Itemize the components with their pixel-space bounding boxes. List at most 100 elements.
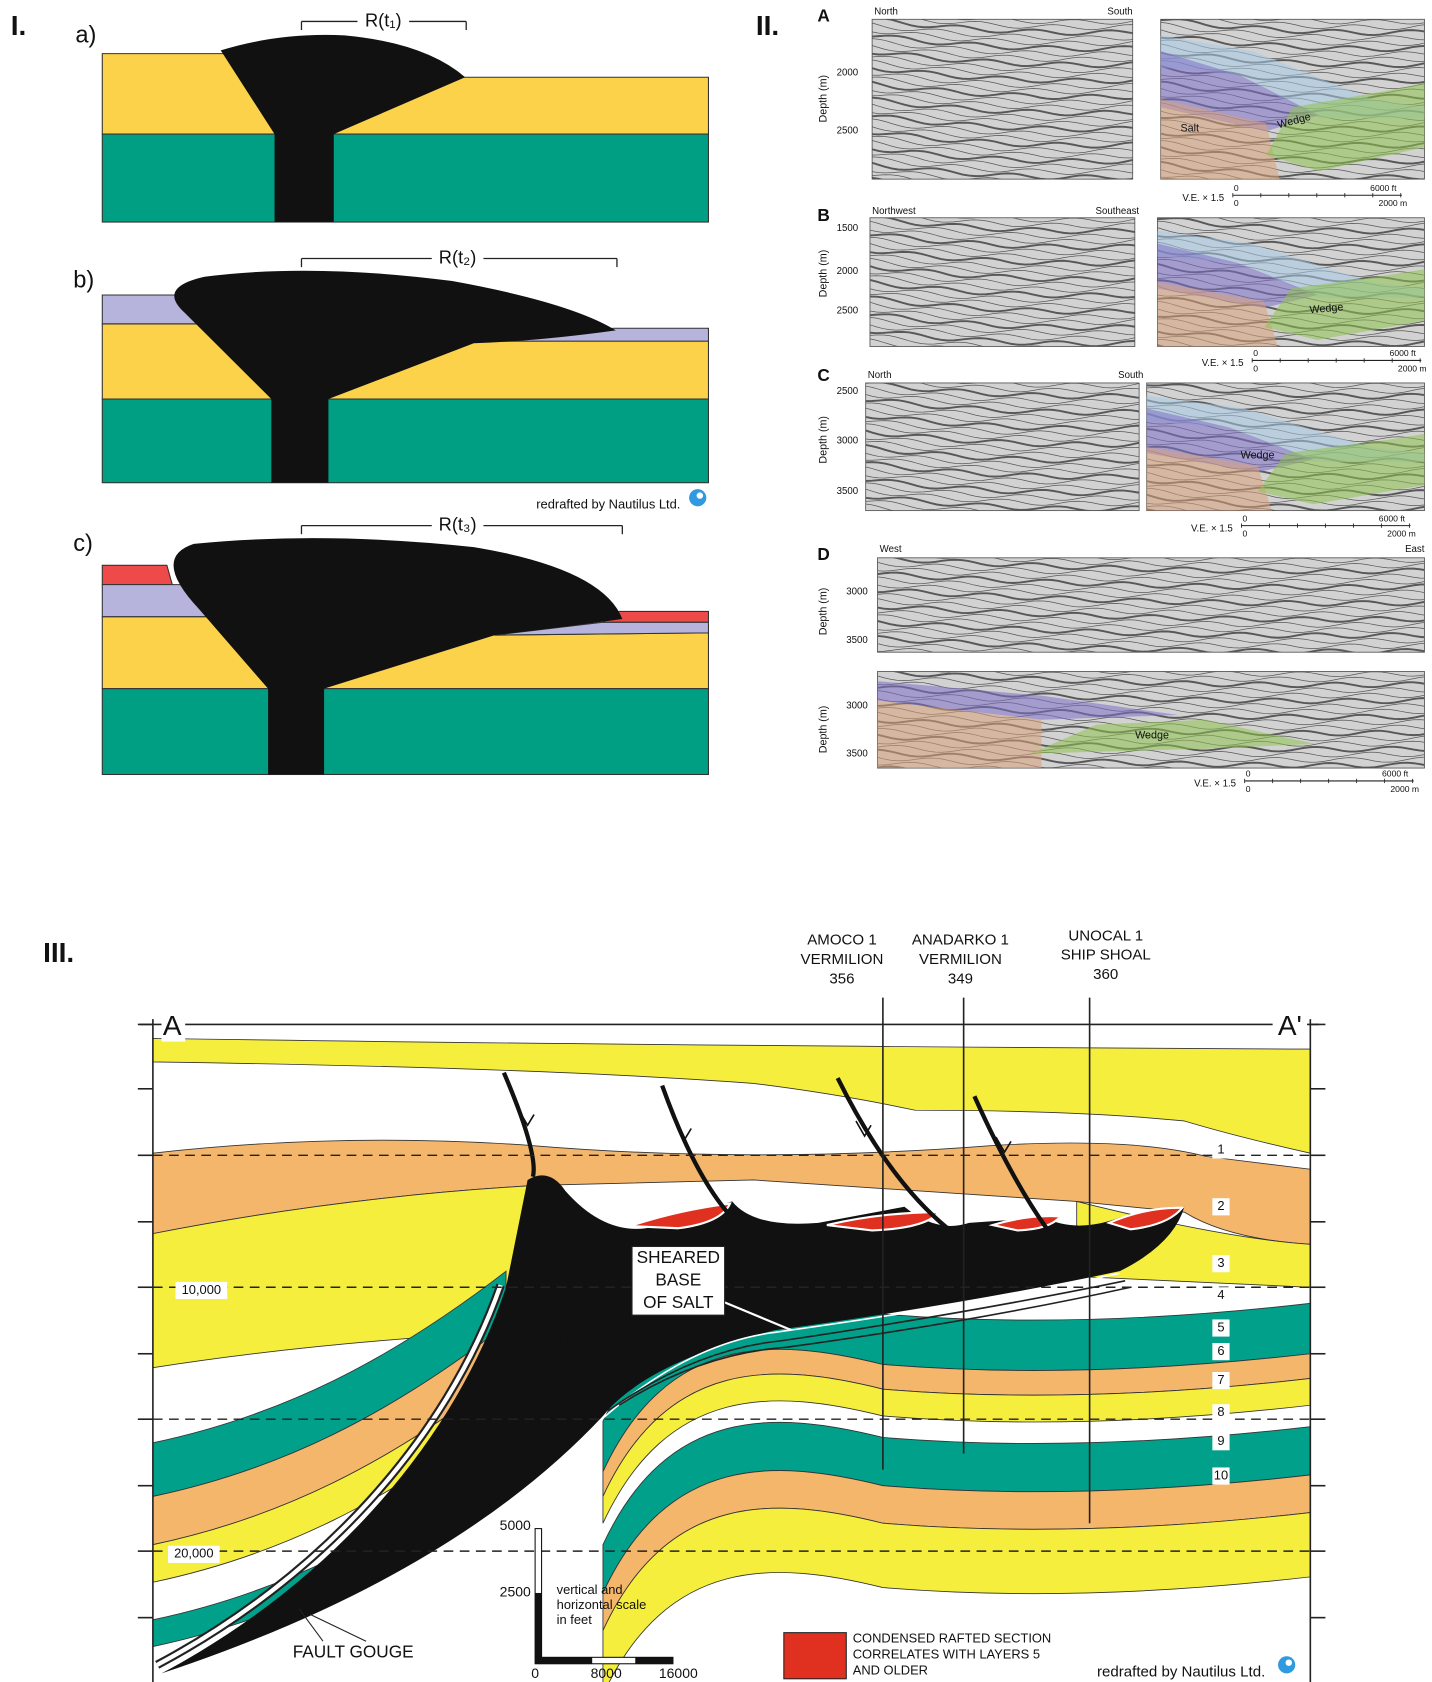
seismic-reflector xyxy=(1161,0,1426,8)
scale-label: 0 xyxy=(1246,769,1251,779)
seismic-reflector xyxy=(872,1,1137,19)
depth-tick: 3000 xyxy=(837,435,859,446)
vertical-exaggeration: V.E. × 1.5 xyxy=(1194,779,1236,790)
depth-tick: 2500 xyxy=(837,125,859,136)
depth-tick: 2000 xyxy=(837,266,859,277)
section-label: b) xyxy=(73,267,94,293)
well-label: 356 xyxy=(829,970,854,987)
direction-label: Southeast xyxy=(1096,206,1140,217)
layer-number: 7 xyxy=(1217,1372,1224,1387)
section-end: A' xyxy=(1278,1010,1302,1041)
scale-label: 16000 xyxy=(659,1665,698,1681)
seismic-reflector xyxy=(1157,345,1428,362)
vertical-exaggeration: V.E. × 1.5 xyxy=(1191,523,1233,534)
seismic-reflector xyxy=(1147,355,1431,372)
seismic-reflector xyxy=(878,653,1427,670)
depth-axis-label: Depth (m) xyxy=(818,588,830,636)
credit: redrafted by Nautilus Ltd. xyxy=(1097,1663,1265,1680)
depth-tick: 3000 xyxy=(846,587,868,598)
scale-label: 2000 m xyxy=(1379,198,1408,208)
direction-label: North xyxy=(868,370,892,381)
layer-number: 9 xyxy=(1217,1433,1224,1448)
direction-label: North xyxy=(874,6,898,17)
seismic-reflector xyxy=(1161,0,1426,2)
seismic-reflector xyxy=(866,518,1144,532)
vertical-exaggeration: V.E. × 1.5 xyxy=(1202,358,1244,369)
section-label: c) xyxy=(73,531,93,557)
seismic-reflector xyxy=(870,353,1141,368)
seismic-reflector xyxy=(1147,349,1431,366)
section-letter: A xyxy=(817,6,829,26)
layer-top xyxy=(153,1038,1310,1153)
seismic-reflector xyxy=(872,0,1137,14)
panel-label: III. xyxy=(43,937,74,968)
interpretation-label: Wedge xyxy=(1241,450,1275,462)
seismic-reflector xyxy=(1147,363,1431,377)
radius-label: R(t₂) xyxy=(439,246,477,267)
seismic-reflector xyxy=(866,349,1144,366)
scale-label: 0 xyxy=(1253,363,1258,373)
radius-label: R(t₃) xyxy=(439,513,477,534)
well-label: VERMILION xyxy=(919,951,1002,968)
nautilus-icon-inner xyxy=(697,492,703,498)
seismic-reflector xyxy=(870,347,1141,362)
scale-label: 2000 m xyxy=(1398,363,1427,373)
basement-layer xyxy=(102,134,708,222)
scale-label: 6000 ft xyxy=(1370,183,1397,193)
scale-note: vertical and xyxy=(557,1582,623,1597)
seismic-image xyxy=(870,175,1141,368)
seismic-reflector xyxy=(872,0,1137,8)
legend-text: CONDENSED RAFTED SECTION xyxy=(853,1631,1052,1646)
seismic-reflector xyxy=(878,530,1427,546)
scale-label: 0 xyxy=(1234,183,1239,193)
depth-axis-label: Depth (m) xyxy=(818,706,830,754)
seismic-reflector xyxy=(866,365,1144,383)
panel-label: I. xyxy=(11,10,27,41)
scale-label: 2000 m xyxy=(1390,784,1419,794)
seismic-reflector xyxy=(1147,367,1431,383)
fault-gouge-label: FAULT GOUGE xyxy=(293,1642,414,1662)
scale-label: 2000 m xyxy=(1387,528,1416,538)
section-label: a) xyxy=(75,23,96,49)
direction-label: South xyxy=(1107,6,1132,17)
seismic-reflector xyxy=(878,654,1427,671)
layer-number: 8 xyxy=(1217,1404,1224,1419)
depth-tick: 2000 xyxy=(837,68,859,79)
layer-number: 4 xyxy=(1217,1287,1224,1302)
callout-text: OF SALT xyxy=(643,1292,714,1312)
depth-label: 10,000 xyxy=(182,1282,221,1297)
seismic-reflector xyxy=(878,526,1427,541)
scale-note: horizontal scale xyxy=(557,1597,647,1612)
seismic-bg xyxy=(872,19,1133,179)
scale-label: 0 xyxy=(1243,528,1248,538)
direction-label: West xyxy=(880,544,902,555)
scale-label: 5000 xyxy=(500,1517,531,1533)
layer-number: 3 xyxy=(1217,1255,1224,1270)
seismic-reflector xyxy=(878,514,1427,531)
depth-axis-label: Depth (m) xyxy=(818,250,830,298)
seismic-reflector xyxy=(870,178,1141,196)
credit: redrafted by Nautilus Ltd. xyxy=(536,497,680,512)
layer-number: 1 xyxy=(1217,1141,1224,1156)
depth-tick: 3000 xyxy=(846,700,868,711)
layer-number: 2 xyxy=(1217,1198,1224,1213)
depth-axis-label: Depth (m) xyxy=(818,416,830,464)
seismic-reflector xyxy=(878,518,1427,536)
vertical-exaggeration: V.E. × 1.5 xyxy=(1182,193,1224,204)
scale-label: 6000 ft xyxy=(1390,348,1417,358)
scale-label: 2500 xyxy=(500,1584,531,1600)
section-letter: D xyxy=(817,544,829,564)
seismic-reflector xyxy=(866,358,1144,372)
well-label: AMOCO 1 xyxy=(807,932,876,949)
basement-layer xyxy=(102,399,708,483)
well-label: 360 xyxy=(1093,966,1118,983)
gouge-pointer xyxy=(310,1614,366,1641)
scale-bar xyxy=(535,1593,541,1657)
well-label: UNOCAL 1 xyxy=(1068,927,1143,944)
legend-text: CORRELATES WITH LAYERS 5 xyxy=(853,1647,1040,1662)
depth-tick: 2500 xyxy=(837,306,859,317)
panel-label: II. xyxy=(756,10,779,41)
basement-layer xyxy=(102,689,708,775)
seismic-reflector xyxy=(872,0,1137,3)
section-letter: B xyxy=(817,205,829,225)
